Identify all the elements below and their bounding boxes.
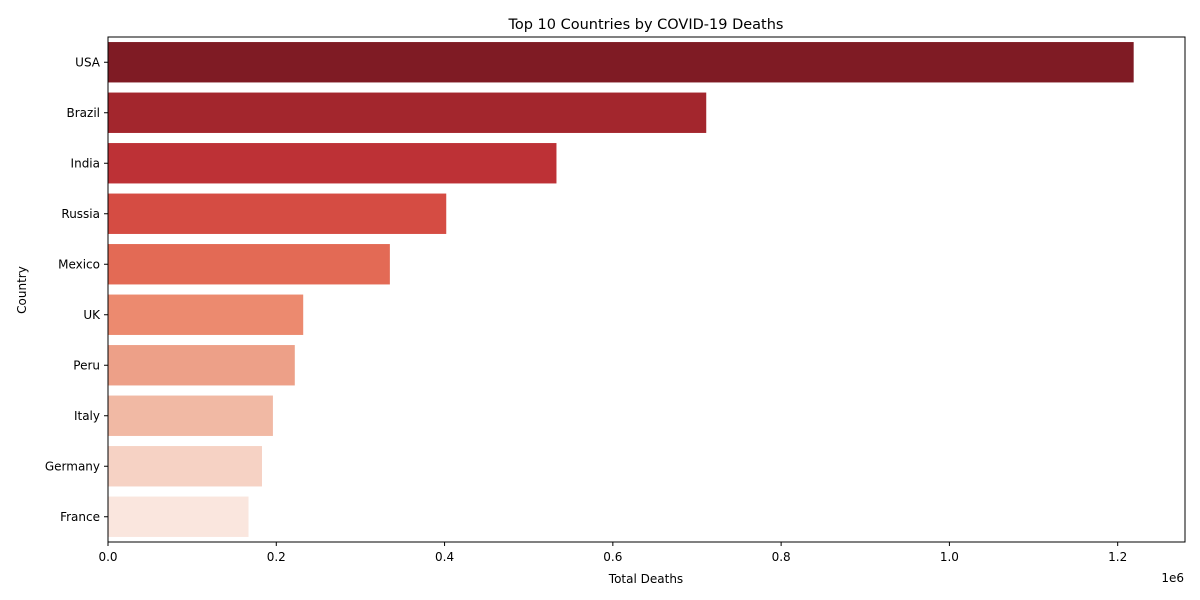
y-tick-label: India xyxy=(71,156,100,170)
y-axis-label: Country xyxy=(15,266,29,314)
bar-brazil xyxy=(108,92,707,133)
y-tick-label: Peru xyxy=(73,358,100,372)
x-axis-ticks: 0.0 0.2 0.4 0.6 0.8 1.0 1.2 xyxy=(98,542,1127,564)
y-tick-label: Italy xyxy=(74,409,100,423)
x-tick-label: 0.4 xyxy=(435,550,454,564)
y-tick-label: UK xyxy=(83,308,101,322)
x-tick-label: 1.2 xyxy=(1108,550,1127,564)
x-axis-offset-label: 1e6 xyxy=(1161,571,1184,585)
x-tick-label: 0.2 xyxy=(267,550,286,564)
y-tick-label: Brazil xyxy=(67,106,101,120)
bar-uk xyxy=(108,294,304,335)
chart-title: Top 10 Countries by COVID-19 Deaths xyxy=(507,17,783,33)
bar-italy xyxy=(108,395,273,436)
bar-france xyxy=(108,496,249,537)
y-tick-label: Mexico xyxy=(58,257,100,271)
x-axis-label: Total Deaths xyxy=(608,572,683,586)
y-tick-label: France xyxy=(60,510,100,524)
x-tick-label: 1.0 xyxy=(940,550,959,564)
bar-mexico xyxy=(108,244,390,285)
x-tick-label: 0.8 xyxy=(772,550,791,564)
y-tick-label: Russia xyxy=(61,207,100,221)
bar-peru xyxy=(108,345,295,386)
y-tick-label: Germany xyxy=(45,459,100,473)
y-tick-label: USA xyxy=(75,55,101,69)
y-axis-ticks: USA Brazil India Russia Mexico UK Peru Italy Ger… xyxy=(45,55,108,524)
x-tick-label: 0.0 xyxy=(98,550,117,564)
bar-germany xyxy=(108,446,262,487)
bar-russia xyxy=(108,193,447,234)
bar-india xyxy=(108,143,557,184)
bar-usa xyxy=(108,42,1134,83)
plot-frame xyxy=(107,36,1186,543)
bars-group xyxy=(108,42,1134,537)
x-tick-label: 0.6 xyxy=(603,550,622,564)
